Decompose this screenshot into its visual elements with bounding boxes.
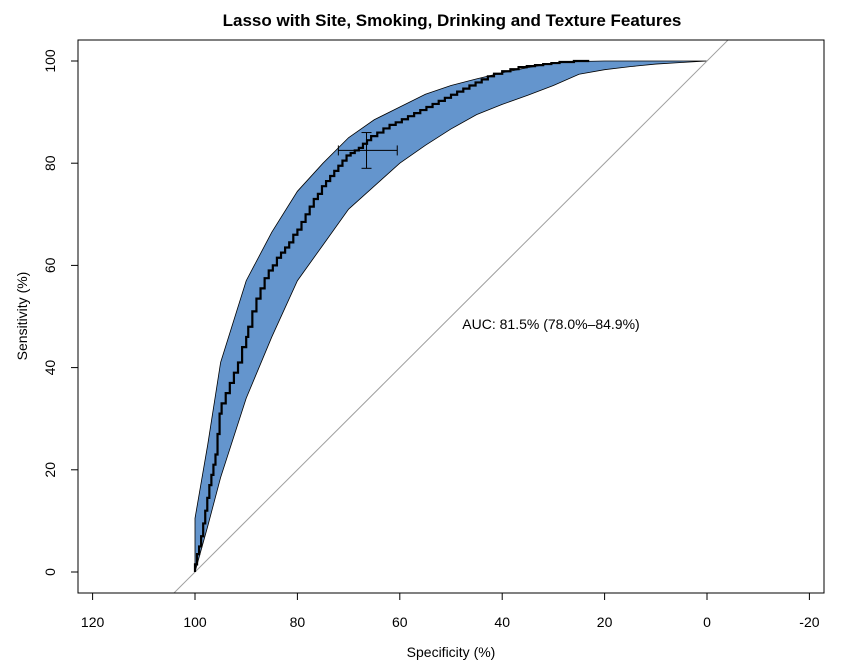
auc-annotation: AUC: 81.5% (78.0%–84.9%) [462, 316, 639, 332]
y-tick-label: 60 [42, 257, 58, 273]
diagonal-reference-line [173, 40, 729, 593]
x-tick-label: 0 [703, 614, 711, 630]
x-axis: 120 100 80 60 40 20 0 -20 [81, 592, 820, 630]
y-axis: 0 20 40 60 80 100 [42, 49, 79, 576]
x-tick-label: 20 [597, 614, 613, 630]
plot-content [173, 40, 729, 593]
x-tick-label: 100 [183, 614, 207, 630]
y-tick-label: 80 [42, 155, 58, 171]
x-tick-label: 60 [392, 614, 408, 630]
roc-curve [193, 59, 590, 572]
y-tick-label: 40 [42, 360, 58, 376]
y-tick-label: 100 [42, 49, 58, 73]
x-tick-label: 40 [494, 614, 510, 630]
chart-title: Lasso with Site, Smoking, Drinking and T… [223, 11, 682, 30]
plot-area [173, 40, 729, 593]
y-tick-label: 0 [42, 568, 58, 576]
x-tick-label: 120 [81, 614, 105, 630]
x-tick-label: -20 [799, 614, 819, 630]
y-tick-label: 20 [42, 462, 58, 478]
y-axis-label: Sensitivity (%) [14, 272, 30, 361]
x-axis-label: Specificity (%) [407, 644, 496, 660]
x-tick-label: 80 [290, 614, 306, 630]
